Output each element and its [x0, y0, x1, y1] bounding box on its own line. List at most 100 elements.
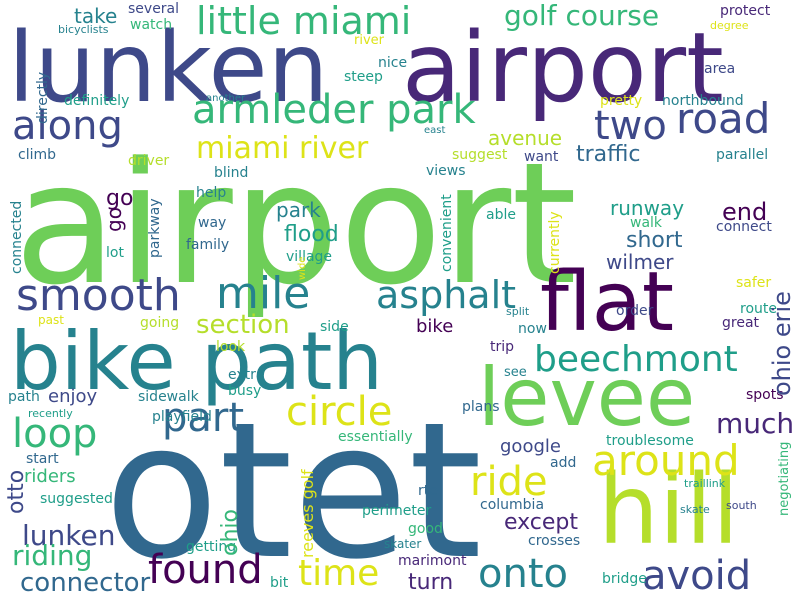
word-see: see	[504, 365, 527, 380]
word-asphalt: asphalt	[376, 273, 517, 317]
word-perimeter: perimeter	[362, 503, 432, 519]
word-parallel: parallel	[716, 147, 769, 163]
word-marimont: marimont	[398, 553, 467, 569]
word-except: except	[504, 510, 579, 535]
word-look: look	[216, 339, 246, 355]
word-several: several	[128, 1, 180, 17]
word-northbound: northbound	[662, 93, 744, 109]
word-go: go	[106, 186, 134, 211]
word-side: side	[320, 319, 349, 335]
word-troublesome: troublesome	[606, 433, 694, 449]
word-wilmer: wilmer	[606, 250, 674, 274]
word-getting: getting	[186, 539, 237, 555]
word-armleder-park: armleder park	[192, 87, 476, 133]
word-road: road	[676, 94, 771, 143]
word-sidewalk: sidewalk	[138, 389, 199, 405]
word-traillink: traillink	[684, 477, 726, 490]
word-directly: directly	[35, 71, 51, 124]
word-levee: levee	[478, 351, 696, 444]
word-playfield: playfield	[152, 409, 212, 425]
word-order: order	[616, 303, 654, 319]
word-steep: steep	[344, 69, 383, 85]
word-path: path	[8, 389, 40, 405]
word-loop: loop	[12, 411, 98, 457]
word-skater: skater	[384, 537, 422, 551]
word-park: park	[276, 198, 321, 222]
word-go-vert: go	[102, 207, 126, 232]
word-help: help	[196, 185, 227, 201]
word-otto-right: otto	[770, 37, 771, 40]
word-avenue: avenue	[488, 126, 563, 150]
word-lunken: lunken	[8, 12, 329, 124]
word-add: add	[550, 455, 577, 471]
word-great: great	[722, 315, 760, 331]
word-lot: lot	[106, 245, 124, 261]
word-take: take	[74, 4, 118, 28]
word-enjoy: enjoy	[48, 386, 98, 407]
word-going: going	[140, 315, 180, 331]
word-ride: ride	[470, 459, 548, 505]
word-airport-main: airport	[14, 126, 578, 322]
word-hill: hill	[598, 454, 739, 566]
word-google: google	[500, 436, 561, 457]
word-bike: bike	[416, 316, 454, 337]
word-bicyclists: bicyclists	[58, 23, 109, 36]
word-columbia: columbia	[480, 497, 545, 513]
word-miami-river: miami river	[196, 131, 369, 166]
word-two: two	[594, 103, 667, 149]
word-part: part	[162, 395, 245, 441]
word-turn: turn	[408, 570, 454, 595]
word-way: way	[198, 215, 227, 231]
word-now: now	[518, 321, 547, 337]
word-currently: currently	[547, 211, 563, 274]
word-suggest: suggest	[452, 147, 508, 163]
word-beechmont: beechmont	[534, 339, 738, 380]
word-found: found	[148, 547, 263, 593]
word-smooth: smooth	[16, 270, 181, 321]
word-riders: riders	[24, 466, 76, 487]
word-wide: wide	[297, 256, 308, 280]
word-connect: connect	[716, 219, 772, 235]
word-area: area	[704, 61, 736, 77]
word-connector: connector	[20, 568, 151, 598]
word-lunken-small: lunken	[22, 519, 116, 552]
word-bridge: bridge	[602, 571, 647, 587]
word-walk: walk	[630, 215, 663, 231]
word-driver: driver	[128, 153, 170, 169]
word-rte: rte	[418, 483, 438, 499]
word-convenient: convenient	[439, 194, 455, 272]
word-negotiating: negotiating	[777, 441, 792, 516]
word-recently: recently	[28, 407, 73, 420]
word-family: family	[186, 237, 230, 253]
word-much: much	[716, 407, 795, 440]
word-good: good	[408, 521, 443, 537]
word-village: village	[286, 249, 333, 265]
word-golf-course: golf course	[504, 0, 660, 32]
word-runway: runway	[610, 196, 685, 220]
word-connected: connected	[9, 200, 25, 274]
word-start: start	[26, 451, 59, 467]
word-essentially: essentially	[338, 429, 413, 445]
word-want: want	[524, 149, 559, 165]
word-pretty: pretty	[600, 93, 643, 109]
word-otto: otto	[4, 469, 29, 514]
word-skate: skate	[680, 503, 710, 516]
word-views: views	[426, 163, 466, 179]
word-riding: riding	[12, 539, 93, 572]
word-mile: mile	[216, 268, 311, 319]
word-little-miami: little miami	[196, 0, 412, 43]
word-degree: degree	[710, 19, 749, 32]
word-along: along	[12, 103, 123, 149]
word-onto: onto	[478, 551, 568, 597]
word-definitely: definitely	[64, 93, 130, 109]
word-another: another	[206, 93, 246, 104]
word-flat: flat	[540, 255, 675, 350]
word-ohio: ohio	[218, 509, 243, 556]
word-section: section	[196, 310, 290, 340]
word-bike-path: bike path	[10, 315, 384, 408]
word-traffic: traffic	[576, 142, 641, 167]
word-ohio-erie: ohio erie	[768, 291, 796, 396]
word-reeves-golf: reeves golf	[298, 469, 317, 558]
word-nice: nice	[378, 55, 408, 71]
